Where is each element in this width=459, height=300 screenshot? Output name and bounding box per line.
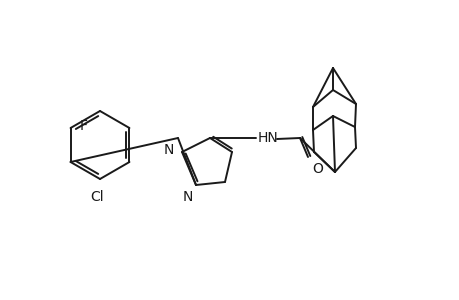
Text: N: N xyxy=(182,190,193,204)
Text: F: F xyxy=(79,119,87,133)
Text: HN: HN xyxy=(257,131,278,145)
Text: O: O xyxy=(311,162,322,176)
Text: N: N xyxy=(163,143,174,157)
Text: Cl: Cl xyxy=(90,190,104,204)
